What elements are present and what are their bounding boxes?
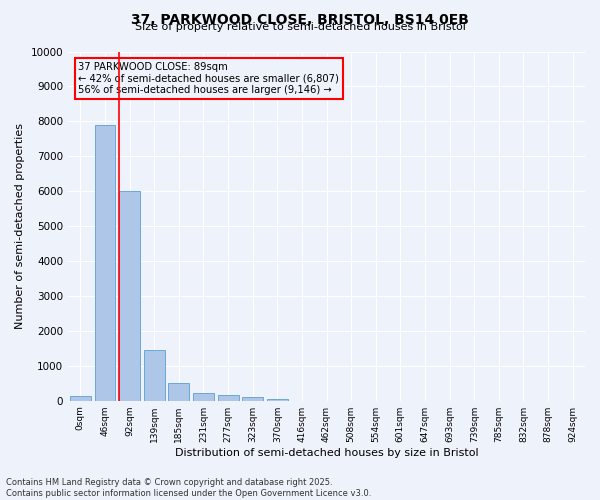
Bar xyxy=(267,399,288,400)
Bar xyxy=(169,383,189,400)
Y-axis label: Number of semi-detached properties: Number of semi-detached properties xyxy=(15,123,25,329)
Text: Contains HM Land Registry data © Crown copyright and database right 2025.
Contai: Contains HM Land Registry data © Crown c… xyxy=(6,478,371,498)
Bar xyxy=(119,191,140,400)
Text: 37, PARKWOOD CLOSE, BRISTOL, BS14 0EB: 37, PARKWOOD CLOSE, BRISTOL, BS14 0EB xyxy=(131,12,469,26)
Bar xyxy=(218,396,239,400)
Bar xyxy=(242,397,263,400)
Bar xyxy=(193,392,214,400)
Bar xyxy=(95,125,115,400)
X-axis label: Distribution of semi-detached houses by size in Bristol: Distribution of semi-detached houses by … xyxy=(175,448,478,458)
Bar xyxy=(144,350,164,401)
Text: 37 PARKWOOD CLOSE: 89sqm
← 42% of semi-detached houses are smaller (6,807)
56% o: 37 PARKWOOD CLOSE: 89sqm ← 42% of semi-d… xyxy=(79,62,339,95)
Bar xyxy=(70,396,91,400)
Text: Size of property relative to semi-detached houses in Bristol: Size of property relative to semi-detach… xyxy=(134,22,466,32)
